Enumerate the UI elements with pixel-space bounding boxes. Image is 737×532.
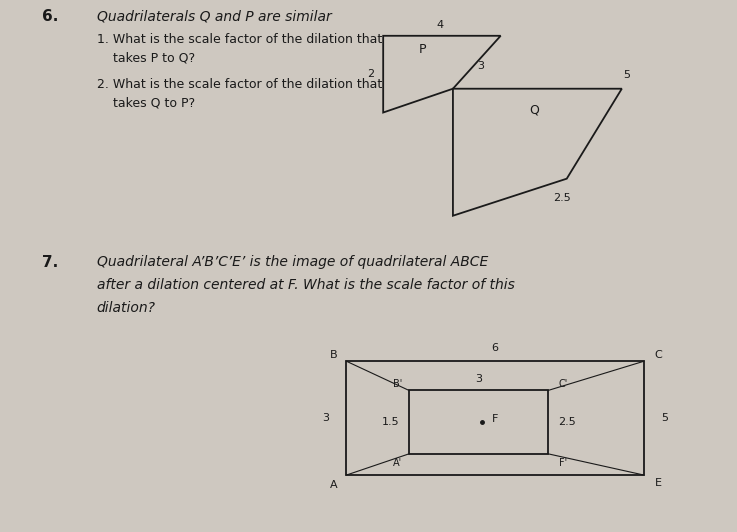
Text: takes P to Q?: takes P to Q? [97,52,195,65]
Text: 2. What is the scale factor of the dilation that: 2. What is the scale factor of the dilat… [97,78,382,91]
Text: 3: 3 [322,413,329,423]
Text: 1. What is the scale factor of the dilation that: 1. What is the scale factor of the dilat… [97,33,382,46]
Text: 3: 3 [478,62,484,71]
Text: B': B' [394,379,402,389]
Text: E: E [655,478,662,488]
Text: dilation?: dilation? [97,301,156,315]
Text: 1.5: 1.5 [382,417,399,427]
Text: B: B [329,350,337,360]
Text: 5: 5 [661,413,668,423]
Text: A': A' [394,459,402,468]
Text: 7.: 7. [42,255,58,270]
Text: C: C [654,350,663,360]
Text: 6: 6 [492,343,499,353]
Text: after a dilation centered at F. What is the scale factor of this: after a dilation centered at F. What is … [97,278,514,292]
Text: 4: 4 [437,20,444,30]
Text: 6.: 6. [42,10,58,24]
Text: C': C' [559,379,567,389]
Text: P: P [419,43,426,55]
Text: 2.5: 2.5 [558,417,576,427]
Text: Q: Q [528,103,539,117]
Text: A: A [329,479,337,489]
Text: F: F [492,414,499,425]
Text: Quadrilateral A’B’C’E’ is the image of quadrilateral ABCE: Quadrilateral A’B’C’E’ is the image of q… [97,255,488,269]
Text: 2: 2 [367,69,374,79]
Text: takes Q to P?: takes Q to P? [97,97,195,110]
Text: F': F' [559,459,567,468]
Text: Quadrilaterals Q and P are similar: Quadrilaterals Q and P are similar [97,10,332,23]
Text: 2.5: 2.5 [553,193,571,203]
Text: 5: 5 [624,70,630,80]
Text: 3: 3 [475,373,482,384]
